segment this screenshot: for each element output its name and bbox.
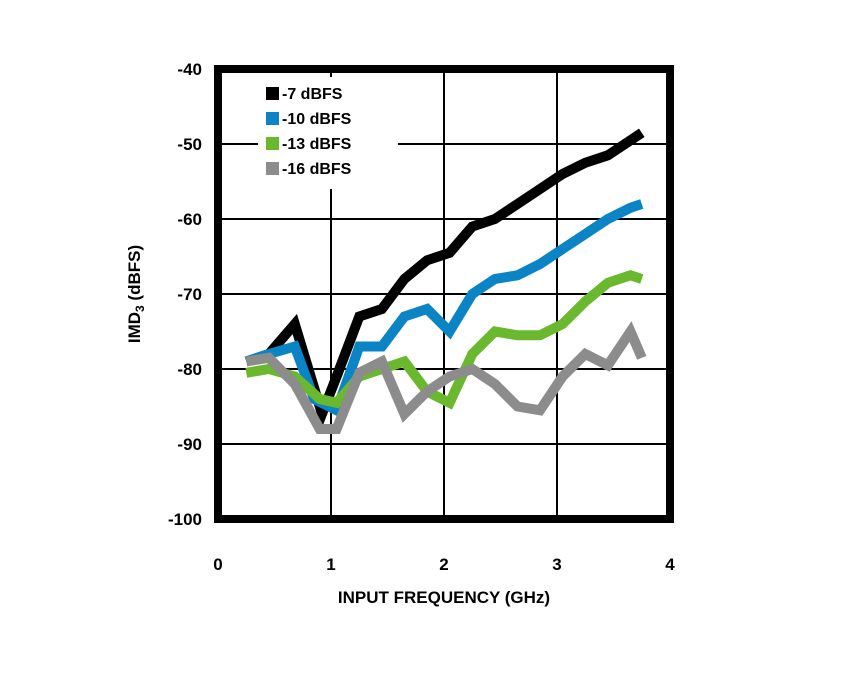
y-axis-label-unit: (dBFS) xyxy=(125,245,144,305)
series-line-4 xyxy=(245,321,647,434)
y-tick-label: -100 xyxy=(168,510,202,529)
legend-swatch xyxy=(266,162,279,175)
legend-background xyxy=(258,77,398,189)
x-tick-label: 1 xyxy=(326,555,335,574)
series-lines xyxy=(244,128,647,434)
legend-swatch xyxy=(266,87,279,100)
y-tick-label: -40 xyxy=(177,60,202,79)
x-tick-label: 4 xyxy=(665,555,675,574)
y-tick-label: -80 xyxy=(177,360,202,379)
y-tick-label: -90 xyxy=(177,435,202,454)
y-axis-label: IMD3 (dBFS) xyxy=(125,245,147,343)
x-tick-label: 0 xyxy=(213,555,222,574)
legend-label: -16 dBFS xyxy=(282,161,352,178)
x-axis-label: INPUT FREQUENCY (GHz) xyxy=(338,588,550,607)
legend: -7 dBFS -10 dBFS -13 dBFS -16 dBFS xyxy=(258,77,398,189)
legend-swatch xyxy=(266,137,279,150)
y-tick-labels: -40 -50 -60 -70 -80 -90 -100 xyxy=(168,60,202,529)
legend-label: -13 dBFS xyxy=(282,136,352,153)
x-tick-label: 3 xyxy=(552,555,561,574)
y-tick-label: -60 xyxy=(177,210,202,229)
y-tick-label: -70 xyxy=(177,285,202,304)
y-axis-label-main: IMD xyxy=(125,312,144,343)
plot-frame xyxy=(214,65,674,523)
legend-label: -10 dBFS xyxy=(282,111,352,128)
legend-swatch xyxy=(266,112,279,125)
y-tick-label: -50 xyxy=(177,135,202,154)
x-tick-labels: 0 1 2 3 4 xyxy=(213,555,675,574)
y-axis-label-subscript: 3 xyxy=(133,305,147,312)
series-line-3 xyxy=(245,270,644,410)
legend-label: -7 dBFS xyxy=(282,86,343,103)
x-tick-label: 2 xyxy=(439,555,448,574)
